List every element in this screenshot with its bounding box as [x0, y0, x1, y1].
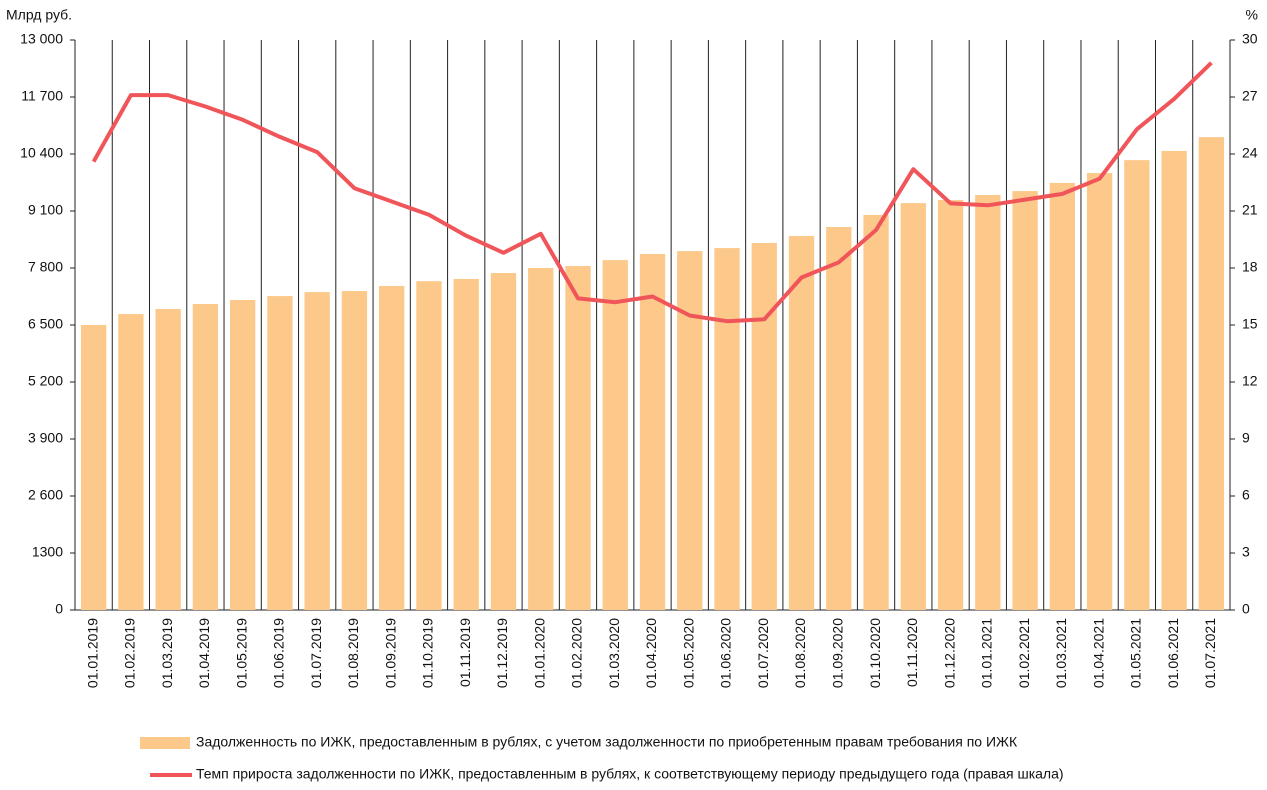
- y2-tick-label: 24: [1242, 145, 1258, 161]
- x-tick-label: 01.04.2021: [1090, 618, 1106, 688]
- x-tick-label: 01.04.2020: [643, 618, 659, 688]
- y2-tick-label: 6: [1242, 487, 1250, 503]
- y-tick-label: 5 200: [28, 373, 63, 389]
- bar: [1124, 160, 1150, 610]
- y2-tick-label: 9: [1242, 430, 1250, 446]
- bar: [1198, 137, 1225, 610]
- y-tick-label: 11 700: [21, 88, 63, 104]
- bar: [975, 194, 1001, 610]
- y-axis-label: Млрд руб.: [6, 7, 72, 23]
- bar: [80, 325, 107, 610]
- y2-tick-label: 15: [1242, 316, 1258, 332]
- x-tick-label: 01.05.2020: [680, 618, 696, 688]
- x-tick-label: 01.10.2020: [867, 618, 883, 688]
- bar: [826, 227, 852, 610]
- x-tick-label: 01.07.2019: [308, 618, 324, 688]
- legend-swatch: [140, 737, 190, 749]
- bar: [788, 235, 815, 610]
- x-tick-label: 01.02.2020: [569, 618, 585, 688]
- line: [91, 61, 1213, 324]
- x-tick-label: 01.06.2021: [1165, 618, 1181, 688]
- bar: [1012, 191, 1038, 611]
- x-tick-label: 01.09.2020: [829, 618, 845, 688]
- x-tick-label: 01.10.2019: [420, 618, 436, 688]
- x-tick-label: 01.05.2021: [1128, 618, 1144, 688]
- x-tick-label: 01.04.2019: [196, 618, 212, 688]
- bar: [602, 260, 628, 610]
- x-tick-label: 01.03.2019: [159, 618, 175, 688]
- x-tick-label: 01.07.2021: [1202, 618, 1218, 688]
- x-tick-label: 01.01.2021: [979, 618, 995, 688]
- x-tick-label: 01.12.2020: [941, 618, 957, 688]
- x-tick-label: 01.01.2019: [84, 618, 100, 688]
- bar: [118, 314, 144, 610]
- x-tick-label: 01.02.2019: [122, 618, 138, 688]
- bar: [267, 296, 293, 610]
- bar: [900, 203, 926, 610]
- bar: [565, 266, 591, 610]
- y-tick-label: 13 000: [20, 31, 63, 47]
- x-tick-label: 01.08.2020: [792, 618, 808, 688]
- x-tick-label: 01.06.2019: [271, 618, 287, 688]
- legend-label: Темп прироста задолженности по ИЖК, пред…: [196, 766, 1064, 782]
- bar: [416, 281, 442, 610]
- y-tick-label: 0: [55, 601, 63, 617]
- x-tick-label: 01.12.2019: [494, 618, 510, 688]
- bar: [1161, 150, 1187, 610]
- y2-tick-label: 27: [1242, 88, 1258, 104]
- bar: [453, 278, 479, 610]
- bar: [1086, 173, 1113, 611]
- bar: [341, 291, 368, 610]
- bar: [751, 243, 777, 610]
- y2-tick-label: 12: [1242, 373, 1258, 389]
- bar: [192, 303, 219, 610]
- x-tick-label: 01.01.2020: [531, 618, 547, 688]
- x-tick-label: 01.03.2021: [1053, 618, 1069, 688]
- bar: [379, 285, 405, 610]
- y2-axis-label: %: [1246, 7, 1258, 23]
- x-tick-label: 01.11.2020: [904, 618, 920, 687]
- bar: [714, 248, 740, 611]
- bar: [490, 273, 517, 610]
- y2-tick-label: 0: [1242, 601, 1250, 617]
- y-tick-label: 10 400: [20, 145, 63, 161]
- bar: [937, 200, 964, 611]
- x-tick-label: 01.05.2019: [233, 618, 249, 688]
- y2-tick-label: 21: [1242, 202, 1258, 218]
- bar: [639, 253, 666, 610]
- bar: [1049, 182, 1076, 610]
- x-tick-label: 01.06.2020: [718, 618, 734, 688]
- y-tick-label: 7 800: [28, 259, 63, 275]
- bar: [528, 268, 554, 610]
- x-tick-label: 01.08.2019: [345, 618, 361, 688]
- y-tick-label: 9 100: [28, 202, 63, 218]
- y-tick-label: 2 600: [28, 487, 63, 503]
- y2-tick-label: 30: [1242, 31, 1258, 47]
- x-tick-label: 01.09.2019: [382, 618, 398, 688]
- legend-label: Задолженность по ИЖК, предоставленным в …: [196, 734, 1018, 750]
- bar: [863, 214, 889, 610]
- y-tick-label: 1300: [32, 544, 63, 560]
- x-tick-label: 01.07.2020: [755, 618, 771, 688]
- bar: [304, 292, 330, 610]
- bar: [229, 300, 256, 610]
- bar: [155, 308, 181, 610]
- x-tick-label: 01.02.2021: [1016, 618, 1032, 688]
- y2-tick-label: 3: [1242, 544, 1250, 560]
- y-tick-label: 3 900: [28, 430, 63, 446]
- x-tick-label: 01.11.2019: [457, 618, 473, 687]
- y-tick-label: 6 500: [28, 316, 63, 332]
- bar: [677, 251, 703, 610]
- y2-tick-label: 18: [1242, 259, 1258, 275]
- x-tick-label: 01.03.2020: [606, 618, 622, 688]
